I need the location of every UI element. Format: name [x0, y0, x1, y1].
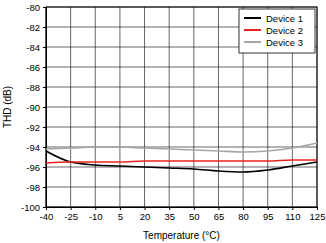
x-tick-label: 80	[238, 211, 249, 222]
x-tick-label: 50	[189, 211, 200, 222]
grid-line	[46, 187, 317, 188]
legend-label: Device 3	[266, 37, 303, 48]
x-tick: 65	[214, 207, 225, 222]
grid-line	[46, 107, 317, 108]
grid-line	[46, 167, 317, 168]
y-tick: -98	[26, 182, 46, 193]
legend-label: Device 1	[266, 13, 303, 24]
x-tick: 80	[238, 207, 249, 222]
x-tick: -10	[89, 207, 103, 222]
y-tick: -92	[26, 122, 46, 133]
y-tick: -84	[26, 42, 46, 53]
x-tick-label: 35	[164, 211, 175, 222]
x-tick: -25	[64, 207, 78, 222]
y-tick-label: -98	[26, 182, 40, 193]
y-tick: -100	[21, 202, 46, 213]
x-tick: 95	[263, 207, 274, 222]
grid-line	[46, 87, 317, 88]
series-line	[46, 160, 317, 163]
y-tick: -96	[26, 162, 46, 173]
x-axis-title: Temperature (°C)	[143, 230, 220, 241]
x-tick-label: 110	[285, 211, 300, 222]
x-tick: 125	[310, 207, 326, 222]
y-tick: -82	[26, 22, 46, 33]
grid-line	[46, 67, 317, 68]
y-tick-label: -86	[26, 62, 40, 73]
y-tick-label: -92	[26, 122, 40, 133]
x-tick-label: 95	[263, 211, 274, 222]
y-tick-label: -100	[21, 202, 40, 213]
y-tick: -80	[26, 2, 46, 13]
y-tick: -86	[26, 62, 46, 73]
x-axis-line	[47, 208, 318, 211]
legend-swatch	[244, 29, 261, 31]
x-tick-label: 65	[214, 211, 225, 222]
x-axis: -40 -25 -10 5 20 35 50 65 80 95 110 125	[40, 207, 326, 222]
y-tick: -94	[26, 142, 46, 153]
legend-swatch	[244, 17, 261, 19]
x-tick: -40	[40, 207, 54, 222]
x-tick-label: 125	[310, 211, 326, 222]
plot-frame	[46, 7, 317, 207]
legend-box	[239, 9, 315, 53]
y-tick-label: -88	[26, 82, 40, 93]
series-line	[46, 151, 317, 172]
x-tick-label: 20	[140, 211, 151, 222]
x-tick-label: -10	[89, 211, 103, 222]
y-tick: -88	[26, 82, 46, 93]
x-tick: 35	[164, 207, 175, 222]
x-tick-label: -40	[40, 211, 54, 222]
legend-swatch	[244, 41, 261, 43]
series-line	[46, 143, 317, 152]
y-tick-label: -96	[26, 162, 40, 173]
plot: -40 -25 -10 5 20 35 50 65 80 95 110 125 -100 -98 -96 -9…	[21, 2, 325, 222]
chart: -40 -25 -10 5 20 35 50 65 80 95 110 125 -100 -98 -96 -9…	[0, 0, 326, 243]
y-tick-label: -80	[26, 2, 40, 13]
legend: Device 1Device 2Device 3	[239, 9, 315, 53]
series-lines	[46, 143, 317, 172]
x-tick: 110	[285, 207, 300, 222]
y-tick: -90	[26, 102, 46, 113]
y-tick-label: -90	[26, 102, 40, 113]
x-tick: 20	[140, 207, 151, 222]
grid	[46, 7, 317, 207]
y-tick-label: -84	[26, 42, 40, 53]
x-tick: 50	[189, 207, 200, 222]
x-tick: 5	[118, 207, 123, 222]
grid-line	[46, 127, 317, 128]
y-axis: -100 -98 -96 -94 -92 -90 -88 -86 -84 -82 -80	[21, 2, 47, 213]
y-axis-title: THD (dB)	[2, 86, 13, 128]
y-tick-label: -82	[26, 22, 40, 33]
legend-label: Device 2	[266, 25, 303, 36]
y-tick-label: -94	[26, 142, 40, 153]
x-tick-label: -25	[64, 211, 78, 222]
x-tick-label: 5	[118, 211, 123, 222]
